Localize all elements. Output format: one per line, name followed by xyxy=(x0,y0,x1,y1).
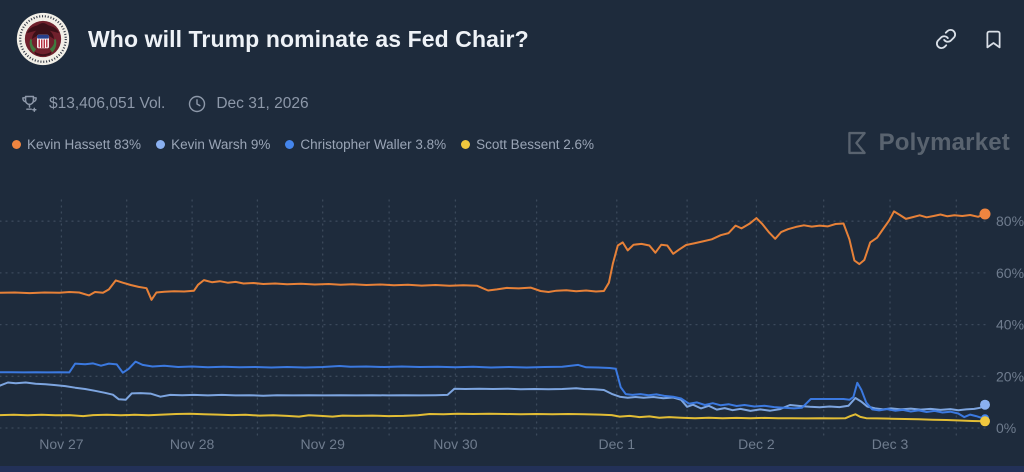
clock-icon xyxy=(189,95,206,112)
series-line-scott-bessent xyxy=(0,412,986,423)
bottom-panel-edge xyxy=(0,466,1024,472)
y-axis-tick-label: 40% xyxy=(996,317,1024,333)
volume-label: $13,406,051 Vol. xyxy=(49,94,166,112)
x-axis-tick-label: Nov 28 xyxy=(170,436,215,452)
legend-item[interactable]: Christopher Waller 3.8% xyxy=(285,137,446,152)
series-line-christopher-waller xyxy=(0,360,986,420)
end-date-label: Dec 31, 2026 xyxy=(216,94,309,112)
chart-legend: Kevin Hassett 83% Kevin Warsh 9% Christoph… xyxy=(12,137,594,152)
legend-dot xyxy=(285,140,295,149)
legend-item[interactable]: Kevin Hassett 83% xyxy=(12,137,141,152)
price-chart[interactable]: 0% 20% 40% 60% 80% Nov 27 Nov 28 Nov 29 Nov 30 De… xyxy=(0,192,1024,456)
bookmark-icon[interactable] xyxy=(983,29,1004,50)
polymarket-watermark: Polymarket xyxy=(843,129,1010,157)
legend-dot xyxy=(12,140,21,149)
legend-label: Kevin Warsh 9% xyxy=(171,137,271,152)
series-end-dot-kevin-warsh xyxy=(980,399,990,410)
legend-label: Scott Bessent 2.6% xyxy=(476,137,594,152)
series-line-kevin-hassett xyxy=(0,210,986,301)
x-axis-tick-label: Nov 29 xyxy=(301,436,346,452)
y-axis-tick-label: 20% xyxy=(996,368,1024,384)
y-axis-tick-label: 60% xyxy=(996,265,1024,281)
y-axis-tick-label: 0% xyxy=(996,420,1016,436)
y-axis-tick-label: 80% xyxy=(996,213,1024,229)
header-actions xyxy=(935,28,1004,50)
polymarket-logo-icon xyxy=(847,131,866,155)
legend-dot xyxy=(461,140,471,149)
x-axis-tick-label: Dec 1 xyxy=(599,436,636,452)
legend-label: Christopher Waller 3.8% xyxy=(300,137,447,152)
series-line-kevin-warsh xyxy=(0,381,986,412)
x-axis-tick-label: Dec 2 xyxy=(738,436,775,452)
x-axis-tick-label: Nov 30 xyxy=(433,436,478,452)
header: Who will Trump nominate as Fed Chair? xyxy=(16,12,1008,66)
copy-link-icon[interactable] xyxy=(935,28,957,50)
series-end-dot-scott-bessent xyxy=(980,416,990,427)
legend-dot xyxy=(156,140,166,149)
federal-reserve-seal xyxy=(16,12,70,66)
trophy-icon xyxy=(22,95,37,113)
meta-row: $13,406,051 Vol. Dec 31, 2026 xyxy=(19,93,309,114)
page-title: Who will Trump nominate as Fed Chair? xyxy=(88,25,529,52)
legend-item[interactable]: Scott Bessent 2.6% xyxy=(461,137,594,152)
legend-label: Kevin Hassett 83% xyxy=(27,137,142,152)
x-axis-tick-label: Dec 3 xyxy=(872,436,909,452)
legend-item[interactable]: Kevin Warsh 9% xyxy=(156,137,270,152)
x-axis-tick-label: Nov 27 xyxy=(39,436,84,452)
polymarket-watermark-label: Polymarket xyxy=(878,129,1010,156)
series-end-dot-kevin-hassett xyxy=(979,208,991,220)
